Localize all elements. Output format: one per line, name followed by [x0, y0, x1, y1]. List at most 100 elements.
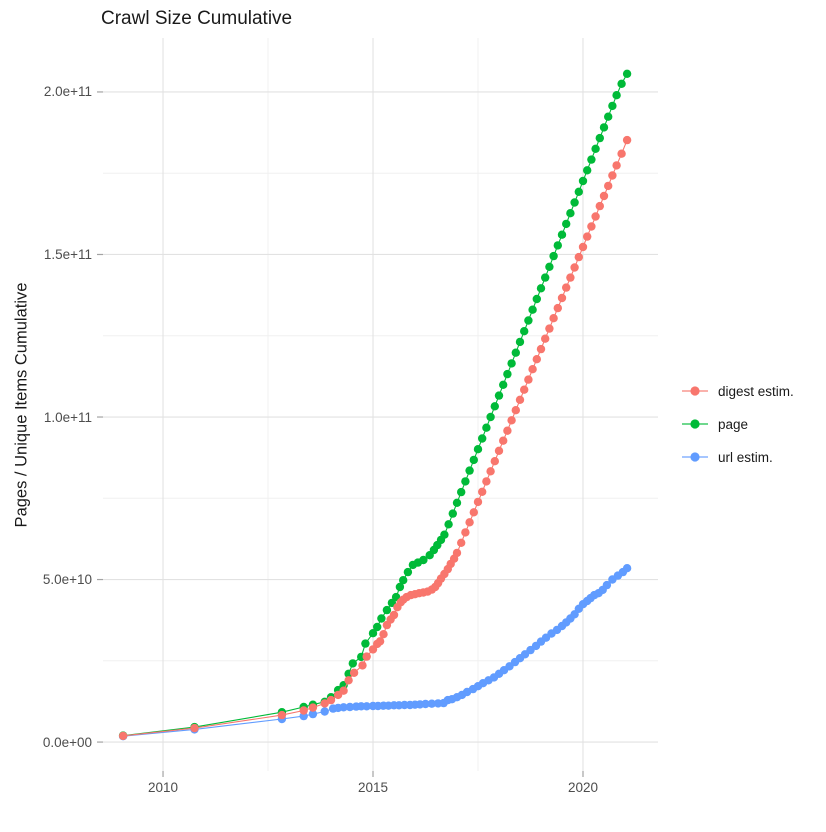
data-point-page: [562, 219, 571, 229]
data-point-page: [490, 402, 499, 411]
data-point-url-estim: [427, 699, 436, 708]
data-point-digest-estim: [583, 232, 592, 241]
data-point-digest-estim: [277, 710, 287, 720]
data-point-digest-estim: [362, 652, 371, 661]
data-point-digest-estim: [549, 314, 558, 323]
data-point-page: [473, 445, 483, 454]
data-point-page: [377, 614, 386, 623]
data-point-digest-estim: [520, 385, 529, 394]
data-point-digest-estim: [562, 283, 571, 292]
data-point-url-estim: [602, 580, 612, 590]
data-point-digest-estim: [503, 426, 512, 435]
legend-label-digest-estim: digest estim.: [718, 383, 794, 399]
data-point-digest-estim: [612, 161, 621, 170]
data-point-digest-estim: [461, 528, 470, 537]
data-point-digest-estim: [608, 171, 617, 180]
data-point-digest-estim: [599, 191, 609, 201]
data-point-digest-estim: [375, 637, 385, 646]
data-point-page: [440, 530, 449, 539]
data-point-page: [469, 455, 478, 465]
data-point-page: [503, 369, 512, 379]
data-point-page: [545, 262, 554, 271]
data-point-page: [578, 176, 588, 186]
data-point-page: [612, 91, 621, 100]
data-point-digest-estim: [499, 436, 508, 445]
data-point-digest-estim: [494, 446, 504, 455]
axis-ticks: [97, 91, 584, 777]
legend: digest estim. page url estim.: [682, 380, 794, 468]
data-point-digest-estim: [473, 497, 483, 507]
y-tick-label: 0.0e+00: [42, 734, 92, 750]
data-point-page: [399, 576, 408, 585]
data-point-digest-estim: [578, 242, 588, 252]
data-point-page: [486, 412, 495, 422]
data-point-page: [583, 166, 592, 175]
data-point-digest-estim: [545, 324, 554, 333]
data-point-page: [566, 209, 575, 218]
data-point-page: [587, 155, 596, 164]
data-point-page: [511, 348, 520, 357]
data-point-page: [604, 112, 613, 121]
legend-key-url-estim-icon: [682, 448, 708, 466]
legend-key-digest-estim-icon: [682, 382, 708, 400]
data-point-page: [452, 498, 462, 507]
data-point-digest-estim: [553, 303, 562, 313]
data-point-url-estim: [622, 564, 632, 573]
data-point-digest-estim: [570, 263, 579, 272]
data-point-digest-estim: [486, 467, 495, 476]
data-point-digest-estim: [566, 273, 575, 282]
data-point-page: [574, 187, 583, 196]
data-point-digest-estim: [622, 135, 632, 145]
data-point-page: [395, 582, 405, 592]
data-point-page: [403, 567, 413, 577]
data-point-page: [536, 284, 546, 293]
data-point-page: [553, 241, 562, 250]
data-point-digest-estim: [617, 149, 626, 158]
data-point-page: [507, 359, 516, 368]
data-point-digest-estim: [507, 416, 516, 425]
data-point-digest-estim: [339, 686, 348, 695]
y-tick-label: 2.0e+11: [43, 84, 92, 100]
data-point-page: [524, 316, 533, 325]
data-point-digest-estim: [379, 630, 388, 639]
x-tick-label: 2010: [147, 780, 179, 795]
data-point-page: [461, 477, 470, 486]
legend-label-url-estim: url estim.: [718, 449, 773, 465]
data-point-digest-estim: [344, 676, 353, 685]
data-point-digest-estim: [389, 610, 399, 620]
data-point-page: [465, 466, 474, 475]
data-point-page: [599, 123, 609, 132]
data-point-digest-estim: [515, 395, 525, 404]
y-tick-label: 1.0e+11: [43, 409, 92, 425]
data-point-digest-estim: [604, 181, 613, 191]
data-point-url-estim: [421, 699, 430, 709]
data-point-page: [478, 434, 487, 443]
data-point-page: [515, 337, 525, 347]
data-point-page: [482, 423, 491, 432]
data-point-page: [457, 487, 466, 497]
x-tick-label: 2020: [567, 780, 599, 795]
major-gridlines: [103, 38, 658, 771]
data-point-digest-estim: [591, 212, 600, 221]
data-point-page: [541, 273, 550, 282]
data-point-page: [448, 509, 457, 518]
data-point-digest-estim: [469, 508, 478, 517]
legend-item-url-estim: url estim.: [682, 446, 794, 468]
data-point-page: [528, 305, 537, 314]
data-point-digest-estim: [320, 699, 329, 708]
legend-key-page-icon: [682, 415, 708, 433]
data-point-digest-estim: [452, 548, 462, 558]
data-point-page: [549, 251, 558, 261]
legend-item-page: page: [682, 413, 794, 435]
data-point-digest-estim: [536, 344, 546, 354]
data-point-page: [570, 198, 579, 207]
y-tick-label: 5.0e+10: [42, 572, 92, 588]
data-point-digest-estim: [190, 723, 199, 733]
data-point-digest-estim: [326, 695, 336, 705]
data-point-page: [617, 79, 626, 89]
series-digest-estim: [118, 135, 632, 741]
data-point-page: [622, 69, 632, 79]
data-point-digest-estim: [465, 518, 474, 527]
